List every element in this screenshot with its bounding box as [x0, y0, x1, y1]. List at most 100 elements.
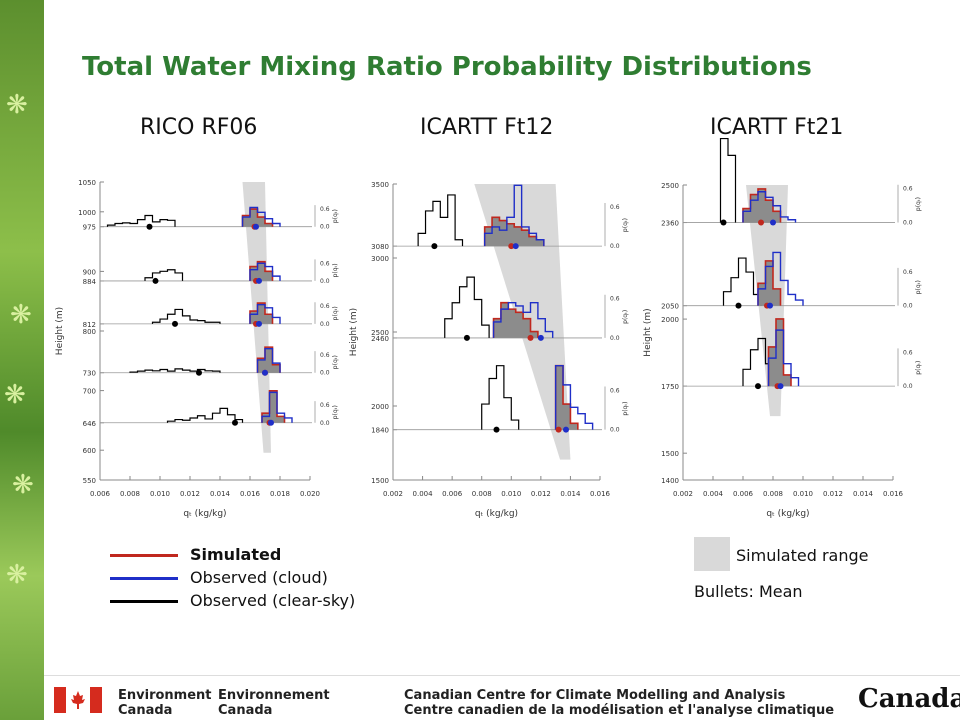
- chart0-ytick-label: 1050: [78, 179, 96, 187]
- chart2-cloud-histogram: [742, 191, 797, 223]
- panel-title-ft12: ICARTT Ft12: [420, 115, 554, 140]
- chart1-mean-cloud: [562, 426, 569, 433]
- chart0-pdf-label: p(qₜ): [332, 209, 339, 223]
- chart0-mean-clear: [152, 277, 159, 284]
- legend-label-simulated: Simulated: [190, 545, 282, 564]
- chart2-simulated-histogram: [757, 260, 782, 306]
- chart1-pdf-tick-label: 0.6: [610, 387, 620, 394]
- chart1-mean-cloud: [537, 334, 544, 341]
- chart0-clear-histogram: [151, 308, 221, 324]
- chart0-xtick-label: 0.008: [120, 490, 140, 498]
- chart0-ytick-label: 700: [83, 388, 96, 396]
- chart0-ytick-label: 900: [83, 268, 96, 276]
- chart2-mean-cloud: [777, 383, 784, 390]
- centre-name: Canadian Centre for Climate Modelling an…: [404, 688, 834, 718]
- chart0-ytick-label: 600: [83, 447, 96, 455]
- centre-name-en: Canadian Centre for Climate Modelling an…: [404, 688, 786, 703]
- chart2-mean-clear: [720, 219, 727, 226]
- chart0-xtick-label: 0.012: [180, 490, 200, 498]
- chart0-mean-clear: [172, 320, 178, 327]
- chart2-mean-clear: [735, 302, 742, 309]
- chart1-pdf-tick-label: 0.6: [610, 204, 620, 211]
- chart2-ytick-label: 2050: [661, 303, 679, 311]
- legend-label-cloud: Observed (cloud): [190, 568, 328, 587]
- chart2-xtick-label: 0.010: [793, 490, 813, 498]
- chart0-pdf-tick-label: 0.6: [320, 260, 330, 267]
- footer-divider: [44, 675, 960, 676]
- chart0-cloud-histogram: [249, 303, 281, 324]
- chart2-xtick-label: 0.008: [763, 490, 783, 498]
- chart1-mean-simulated: [527, 334, 534, 341]
- chart0-clear-histogram: [166, 407, 244, 423]
- chart1-xtick-label: 0.010: [501, 490, 521, 498]
- chart2-pdf-label: p(qₜ): [915, 280, 922, 294]
- chart2-clear-histogram: [719, 137, 737, 223]
- chart0-ytick-label: 975: [83, 224, 96, 232]
- panel-title-ft21: ICARTT Ft21: [710, 115, 844, 140]
- chart2-xtick-label: 0.014: [853, 490, 874, 498]
- chart0-mean-clear: [146, 223, 153, 230]
- chart2-ylabel: Height (m): [643, 308, 653, 356]
- legend-label-clear: Observed (clear-sky): [190, 591, 356, 610]
- org-en-line2: Canada: [118, 703, 173, 718]
- chart1-ytick-label: 1840: [371, 427, 389, 435]
- chart2-pdf-tick-label: 0.0: [903, 220, 913, 227]
- chart1-ytick-label: 3500: [371, 181, 389, 189]
- chart2-mean-simulated: [758, 219, 764, 226]
- chart1-mean-cloud: [512, 243, 519, 250]
- chart2-xtick-label: 0.012: [823, 490, 843, 498]
- chart0-cloud-histogram: [256, 348, 281, 373]
- chart0-cloud-histogram: [249, 262, 281, 281]
- decorative-leaf-band: ❋ ❋ ❋ ❋ ❋: [0, 0, 44, 720]
- maple-leaf-icon: ❋: [6, 90, 28, 120]
- chart2-clear-histogram: [722, 257, 762, 306]
- chart2-mean-cloud: [767, 302, 773, 309]
- chart0-pdf-tick-label: 0.0: [320, 370, 330, 377]
- histogram-panels: 0.006 0.008 0.010 0.012 0.014 0.016 0.018 0.020…: [55, 137, 922, 519]
- chart0-pdf-label: p(qₜ): [332, 405, 339, 419]
- chart0-pdf-tick-label: 0.0: [320, 420, 330, 427]
- chart1-pdf-tick-label: 0.0: [610, 243, 620, 250]
- chart0-pdf-label: p(qₜ): [332, 306, 339, 320]
- chart1-xtick-label: 0.016: [590, 490, 611, 498]
- chart1-cloud-histogram: [492, 302, 554, 338]
- chart2-ytick-label: 2000: [661, 316, 679, 324]
- chart0-ytick-label: 1000: [78, 209, 96, 217]
- chart2-pdf-label: p(qₜ): [915, 361, 922, 375]
- chart2-pdf-tick-label: 0.6: [903, 269, 913, 276]
- chart0-mean-cloud: [253, 223, 259, 230]
- chart0-pdf-label: p(qₜ): [332, 263, 339, 277]
- chart0-clear-histogram: [129, 368, 221, 373]
- chart1-xtick-label: 0.004: [413, 490, 434, 498]
- canada-wordmark: Canada: [858, 684, 960, 714]
- chart0-simulated-histogram: [249, 260, 274, 281]
- chart1-mean-simulated: [508, 243, 515, 250]
- chart1-pdf-tick-label: 0.6: [610, 296, 620, 303]
- chart0-xtick-label: 0.016: [240, 490, 261, 498]
- chart0-mean-cloud: [262, 369, 268, 376]
- chart1-xtick-label: 0.008: [472, 490, 492, 498]
- maple-leaf-icon: ❋: [4, 380, 26, 410]
- chart0-clear-histogram: [106, 214, 176, 227]
- chart1-pdf-tick-label: 0.0: [610, 335, 620, 342]
- legend-line-simulated: [110, 554, 178, 557]
- chart0-simulated-histogram: [256, 346, 281, 373]
- chart2-xtick-label: 0.006: [733, 490, 754, 498]
- chart2-ytick-label: 1400: [661, 477, 679, 485]
- slide-title: Total Water Mixing Ratio Probability Dis…: [82, 52, 812, 82]
- chart1-ytick-label: 3000: [371, 255, 389, 263]
- chart2-ytick-label: 2360: [661, 220, 679, 228]
- chart0-xtick-label: 0.014: [210, 490, 231, 498]
- chart0-xlabel: qₜ (kg/kg): [183, 509, 226, 519]
- chart0-pdf-tick-label: 0.0: [320, 321, 330, 328]
- chart2-pdf-tick-label: 0.6: [903, 349, 913, 356]
- chart0-cloud-histogram: [241, 206, 281, 227]
- chart0-pdf-tick-label: 0.6: [320, 206, 330, 213]
- chart2-pdf-tick-label: 0.6: [903, 186, 913, 193]
- chart1-xtick-label: 0.012: [531, 490, 551, 498]
- chart0-ytick-label: 884: [83, 278, 97, 286]
- org-fr-line1: Environnement: [218, 688, 330, 703]
- chart1-clear-histogram: [417, 194, 464, 247]
- org-en-line1: Environment: [118, 688, 212, 703]
- centre-name-fr: Centre canadien de la modélisation et l'…: [404, 703, 835, 718]
